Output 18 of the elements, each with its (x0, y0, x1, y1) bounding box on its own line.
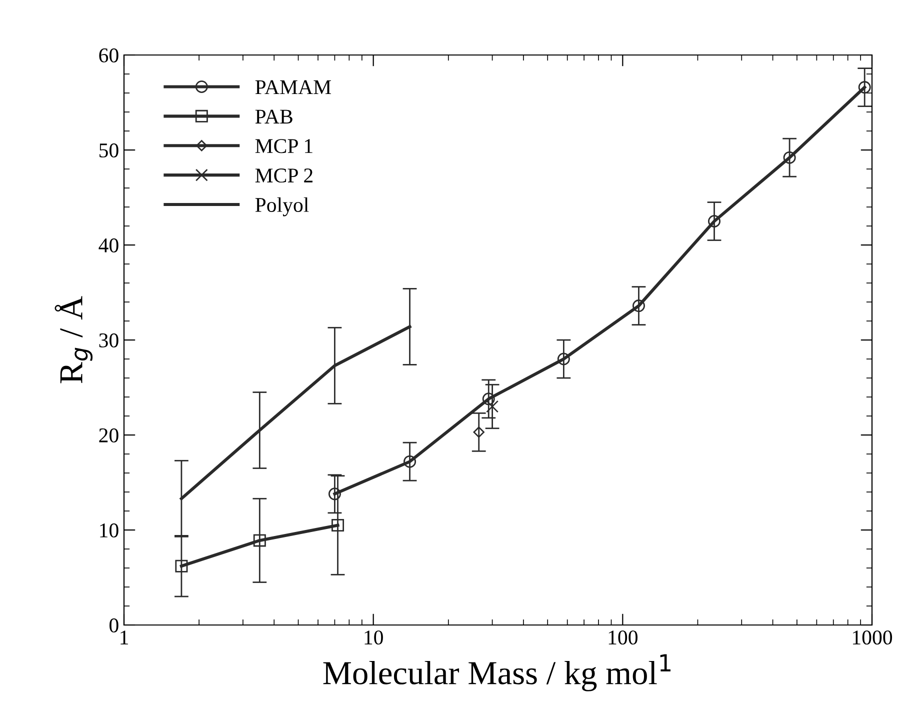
legend-label: MCP 1 (255, 139, 312, 154)
y-tick-label: 50 (100, 143, 118, 158)
y-tick-label: 0 (110, 618, 118, 632)
x-tick-label: 1 (120, 630, 128, 644)
y-tick-label: 30 (99, 333, 118, 348)
legend-label: PAB (255, 110, 292, 124)
x-tick-label: 10 (364, 630, 383, 645)
legend-label: MCP 2 (255, 168, 312, 183)
x-axis-title: Molecular Mass / kg mol$^{1}$ (323, 654, 670, 692)
legend-label: Polyol (255, 197, 309, 216)
y-tick-label: 60 (99, 48, 118, 62)
y-axis-title: R$_{g}$ / Å (54, 296, 93, 384)
y-tick-label: 10 (100, 523, 118, 538)
y-tick-label: 20 (99, 428, 118, 442)
x-tick-label: 100 (608, 630, 638, 645)
y-tick-label: 40 (98, 238, 118, 252)
x-tick-label: 1000 (853, 630, 892, 645)
legend-label: PAMAM (255, 80, 331, 94)
